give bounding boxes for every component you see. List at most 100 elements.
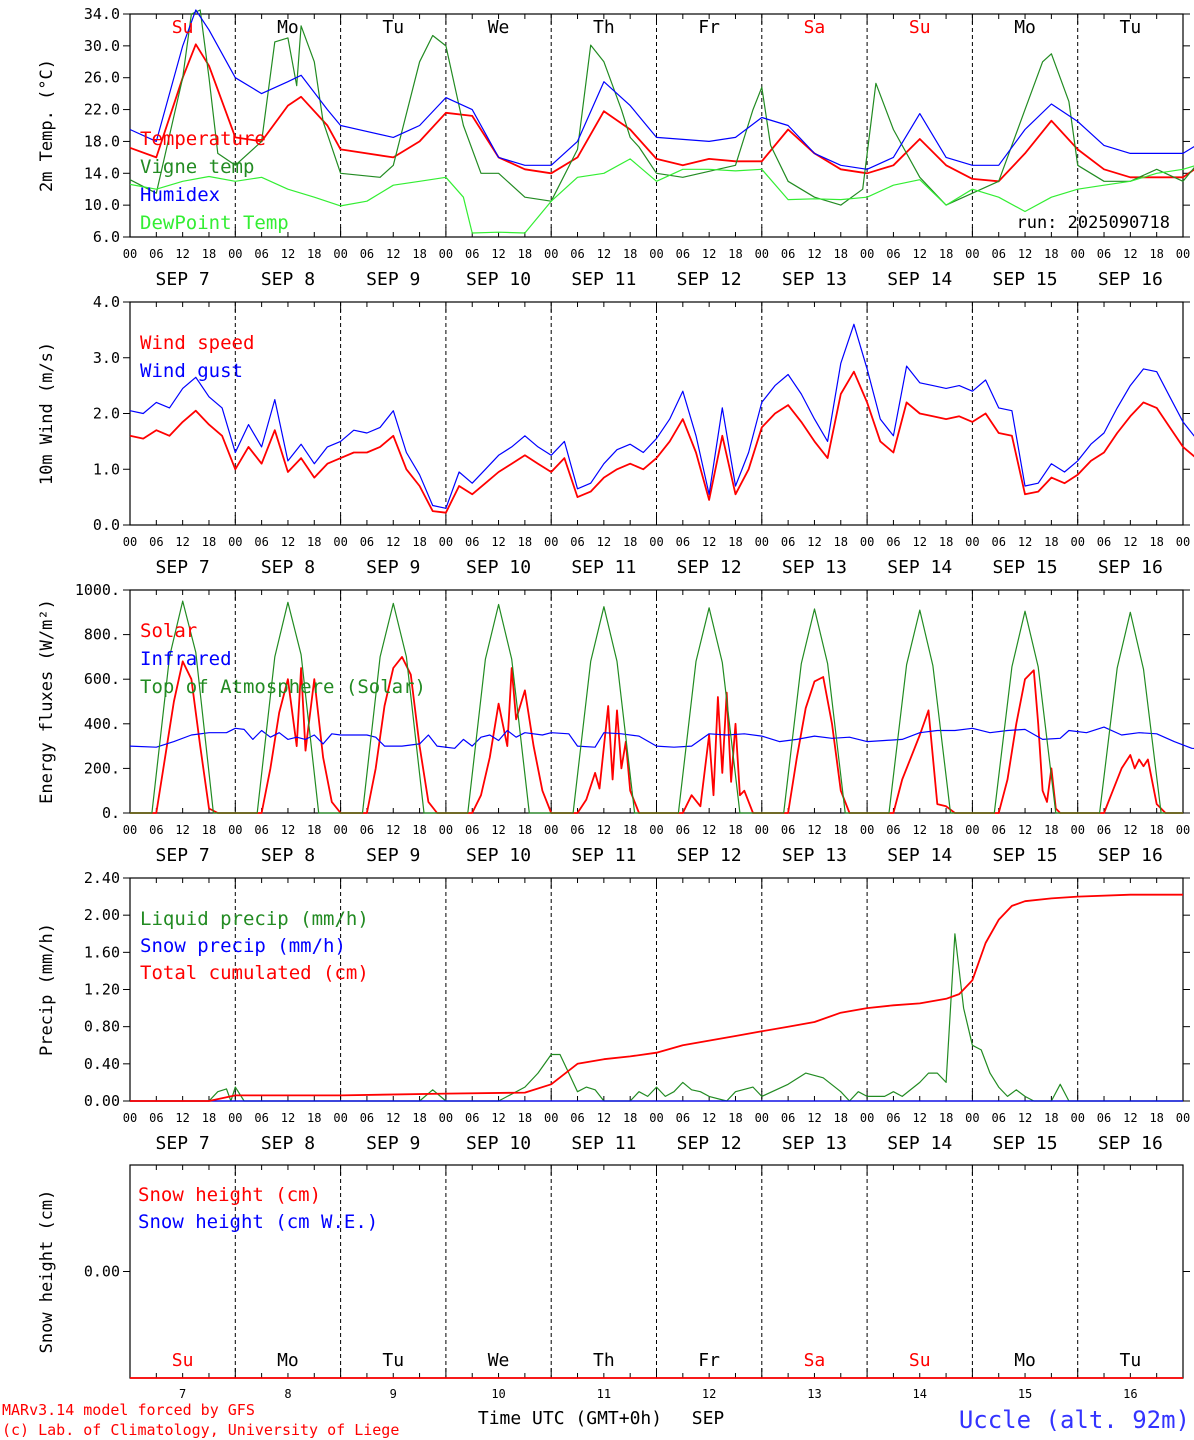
hour-label: 06 bbox=[465, 823, 479, 837]
hour-label: 00 bbox=[123, 1111, 137, 1125]
series-line-4-1 bbox=[130, 933, 1183, 1102]
hour-label: 12 bbox=[175, 1111, 189, 1125]
hour-label: 12 bbox=[1123, 535, 1137, 549]
hour-label: 06 bbox=[991, 823, 1005, 837]
date-label: SEP 15 bbox=[993, 845, 1058, 866]
day-number: 7 bbox=[179, 1387, 186, 1401]
series-line-4-3 bbox=[130, 893, 1183, 1102]
day-name: Tu bbox=[1120, 17, 1142, 38]
date-label: SEP 11 bbox=[571, 845, 636, 866]
date-label: SEP 13 bbox=[782, 269, 847, 290]
hour-label: 12 bbox=[1018, 535, 1032, 549]
hour-label: 06 bbox=[781, 535, 795, 549]
hour-label: 12 bbox=[702, 535, 716, 549]
panel-5: 0.00 Snow height (cm) Snow height (cm) Snow… bbox=[37, 1164, 1190, 1379]
y-axis-label: Precip (mm/h) bbox=[37, 923, 57, 1056]
hour-label: 06 bbox=[1097, 535, 1111, 549]
hour-label: 18 bbox=[412, 247, 426, 261]
hour-label: 18 bbox=[518, 1111, 532, 1125]
hour-label: 12 bbox=[1018, 823, 1032, 837]
hour-label: 18 bbox=[1149, 535, 1163, 549]
hour-label: 06 bbox=[886, 535, 900, 549]
hour-label: 00 bbox=[333, 1111, 347, 1125]
station-label: Uccle (alt. 92m) bbox=[959, 1406, 1190, 1434]
hour-label: 18 bbox=[307, 1111, 321, 1125]
hour-label: 00 bbox=[965, 535, 979, 549]
hour-label: 12 bbox=[913, 247, 927, 261]
hour-label: 18 bbox=[1044, 247, 1058, 261]
hour-label: 12 bbox=[913, 823, 927, 837]
model-credit: MARv3.14 model forced by GFS bbox=[2, 1401, 255, 1419]
hour-label: 18 bbox=[623, 823, 637, 837]
day-name: Th bbox=[593, 1350, 615, 1371]
hour-label: 18 bbox=[202, 823, 216, 837]
hour-label: 00 bbox=[755, 247, 769, 261]
hour-label: 18 bbox=[307, 247, 321, 261]
day-name: Sa bbox=[804, 1350, 826, 1371]
hour-label: 12 bbox=[491, 247, 505, 261]
hour-label: 12 bbox=[597, 247, 611, 261]
hour-label: 06 bbox=[360, 247, 374, 261]
hour-label: 06 bbox=[570, 823, 584, 837]
y-tick-label: 26.0 bbox=[84, 69, 120, 87]
hour-label: 12 bbox=[281, 535, 295, 549]
legend-entry: Snow precip (mm/h) bbox=[140, 935, 346, 957]
hour-label: 06 bbox=[570, 535, 584, 549]
panel-2: 0.0 1.0 2.0 3.0 4.0 10m Wind (m/s) 00 06 12 18 SEP… bbox=[37, 293, 1194, 578]
hour-label: 06 bbox=[465, 1111, 479, 1125]
legend-entry: Total cumulated (cm) bbox=[140, 962, 369, 984]
y-tick-label: 0. bbox=[102, 804, 120, 822]
hour-label: 18 bbox=[623, 535, 637, 549]
hour-label: 06 bbox=[886, 1111, 900, 1125]
day-name: Su bbox=[909, 17, 931, 38]
hour-label: 06 bbox=[991, 1111, 1005, 1125]
hour-label: 12 bbox=[702, 247, 716, 261]
hour-label: 00 bbox=[965, 1111, 979, 1125]
legend-entry: DewPoint Temp bbox=[140, 212, 289, 234]
date-label: SEP 8 bbox=[261, 1133, 315, 1154]
hour-label: 18 bbox=[728, 823, 742, 837]
y-tick-label: 1.0 bbox=[93, 460, 120, 478]
series-line-1-1 bbox=[129, 43, 1194, 183]
day-name: Mo bbox=[277, 17, 299, 38]
hour-label: 12 bbox=[702, 823, 716, 837]
legend-entry: Snow height (cm W.E.) bbox=[138, 1211, 378, 1233]
lab-credit: (c) Lab. of Climatology, University of L… bbox=[2, 1421, 399, 1439]
legend-entry: Vigne temp bbox=[140, 156, 254, 178]
hour-label: 00 bbox=[439, 1111, 453, 1125]
legend-entry: Wind speed bbox=[140, 332, 254, 354]
date-label: SEP 16 bbox=[1098, 845, 1163, 866]
hour-label: 00 bbox=[755, 1111, 769, 1125]
hour-label: 12 bbox=[597, 1111, 611, 1125]
hour-label: 18 bbox=[412, 823, 426, 837]
hour-label: 06 bbox=[254, 1111, 268, 1125]
hour-label: 06 bbox=[676, 1111, 690, 1125]
y-axis-label: Energy fluxes (W/m²) bbox=[37, 599, 57, 804]
hour-label: 00 bbox=[755, 823, 769, 837]
date-label: SEP 13 bbox=[782, 845, 847, 866]
hour-label: 18 bbox=[202, 535, 216, 549]
y-tick-label: 6.0 bbox=[93, 228, 120, 246]
hour-label: 00 bbox=[755, 535, 769, 549]
date-label: SEP 14 bbox=[887, 845, 952, 866]
hour-label: 18 bbox=[518, 823, 532, 837]
hour-label: 12 bbox=[175, 823, 189, 837]
y-tick-label: 2.00 bbox=[84, 906, 120, 924]
legend-entry: Top of Atmosphere (Solar) bbox=[140, 676, 426, 698]
day-name: We bbox=[488, 1350, 510, 1371]
hour-label: 18 bbox=[412, 1111, 426, 1125]
hour-label: 18 bbox=[202, 1111, 216, 1125]
hour-label: 06 bbox=[676, 535, 690, 549]
hour-label: 00 bbox=[544, 1111, 558, 1125]
month-label: SEP bbox=[692, 1408, 725, 1429]
date-label: SEP 8 bbox=[261, 845, 315, 866]
hour-label: 12 bbox=[807, 1111, 821, 1125]
hour-label: 06 bbox=[149, 535, 163, 549]
legend-entry: Temperature bbox=[140, 128, 266, 150]
y-tick-label: 34.0 bbox=[84, 5, 120, 23]
hour-label: 06 bbox=[886, 823, 900, 837]
legend-entry: Infrared bbox=[140, 648, 232, 670]
hour-label: 06 bbox=[781, 1111, 795, 1125]
hour-label: 18 bbox=[728, 535, 742, 549]
